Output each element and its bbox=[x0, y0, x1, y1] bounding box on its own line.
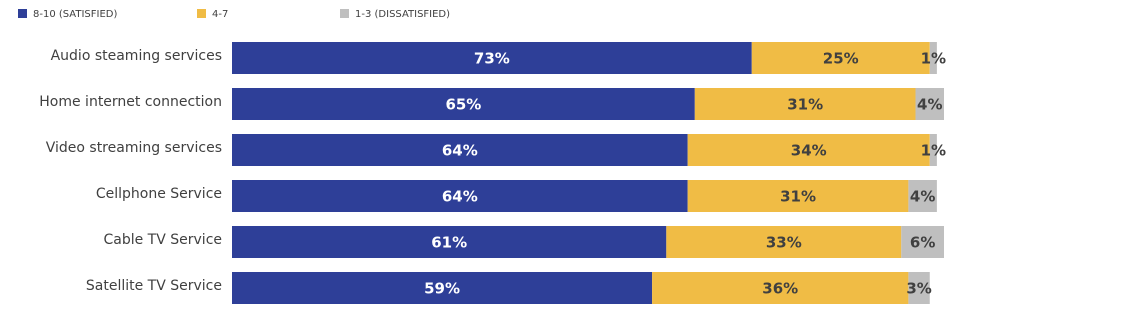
category-label: Video streaming services bbox=[46, 140, 222, 156]
legend-label: 1-3 (DISSATISFIED) bbox=[355, 9, 450, 20]
data-label: 73% bbox=[474, 50, 510, 68]
data-label: 4% bbox=[910, 188, 935, 206]
category-label: Home internet connection bbox=[39, 94, 222, 110]
legend-label: 8-10 (SATISFIED) bbox=[33, 9, 117, 20]
bar-segment bbox=[666, 226, 902, 258]
legend-label: 4-7 bbox=[212, 9, 228, 20]
data-label: 33% bbox=[766, 234, 802, 252]
legend-swatch bbox=[340, 9, 349, 18]
data-label: 6% bbox=[910, 234, 935, 252]
legend-swatch bbox=[18, 9, 27, 18]
data-label: 59% bbox=[424, 280, 460, 298]
data-label: 64% bbox=[442, 142, 478, 160]
bar-segment bbox=[232, 226, 667, 258]
bar-segment bbox=[908, 272, 930, 304]
legend-swatch bbox=[197, 9, 206, 18]
bar-segment bbox=[652, 272, 909, 304]
bar-segment bbox=[901, 226, 944, 258]
data-label: 36% bbox=[762, 280, 798, 298]
data-label: 64% bbox=[442, 188, 478, 206]
category-label: Cable TV Service bbox=[103, 232, 222, 248]
data-label: 34% bbox=[791, 142, 827, 160]
data-label: 31% bbox=[780, 188, 816, 206]
bar-segment bbox=[929, 42, 937, 74]
bar-segment bbox=[687, 180, 909, 212]
data-label: 65% bbox=[445, 96, 481, 114]
data-label: 4% bbox=[917, 96, 942, 114]
bar-segment bbox=[694, 88, 916, 120]
bar-segment bbox=[232, 180, 688, 212]
category-label: Satellite TV Service bbox=[86, 278, 222, 294]
data-label: 3% bbox=[906, 280, 931, 298]
category-label: Audio steaming services bbox=[51, 48, 222, 64]
data-label: 1% bbox=[921, 50, 946, 68]
bar-segment bbox=[232, 42, 752, 74]
data-label: 25% bbox=[823, 50, 859, 68]
data-label: 31% bbox=[787, 96, 823, 114]
data-label: 1% bbox=[921, 142, 946, 160]
bar-segment bbox=[929, 134, 937, 166]
bar-segment bbox=[751, 42, 930, 74]
bar-segment bbox=[908, 180, 937, 212]
bar-segment bbox=[232, 272, 653, 304]
category-label: Cellphone Service bbox=[96, 186, 222, 202]
bar-segment bbox=[232, 88, 695, 120]
bar-segment bbox=[915, 88, 944, 120]
data-label: 61% bbox=[431, 234, 467, 252]
bar-segment bbox=[687, 134, 930, 166]
bar-segment bbox=[232, 134, 688, 166]
